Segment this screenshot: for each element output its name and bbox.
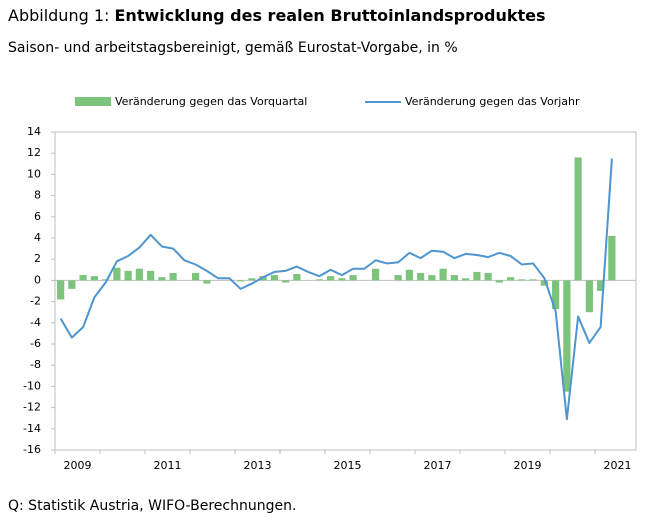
bar — [518, 279, 526, 281]
bar — [102, 279, 110, 281]
bar — [372, 268, 380, 281]
bar — [540, 280, 548, 286]
chart-title-group: Abbildung 1: Entwicklung des realen Brut… — [8, 6, 546, 25]
y-tick-label: 14 — [27, 125, 41, 138]
bar — [585, 280, 593, 313]
bar — [57, 280, 65, 300]
bar — [574, 157, 582, 281]
x-tick-label: 2021 — [604, 459, 632, 472]
y-tick-label: 12 — [27, 146, 41, 159]
bar — [405, 269, 413, 281]
x-tick-label: 2009 — [64, 459, 92, 472]
bar — [428, 275, 436, 281]
bar — [552, 280, 560, 310]
y-tick-label: 6 — [34, 210, 41, 223]
legend-label: Veränderung gegen das Vorquartal — [115, 95, 307, 108]
bar — [124, 270, 132, 281]
y-tick-label: 8 — [34, 189, 41, 202]
x-tick-label: 2013 — [244, 459, 272, 472]
x-tick-label: 2019 — [514, 459, 542, 472]
bar — [563, 280, 571, 392]
bar — [394, 275, 402, 281]
bar — [147, 270, 155, 281]
bar — [484, 272, 492, 281]
y-tick-label: -16 — [23, 443, 41, 456]
x-tick-label: 2011 — [154, 459, 182, 472]
bar — [450, 275, 458, 281]
bar — [338, 278, 346, 281]
bar — [169, 272, 177, 281]
line — [59, 158, 613, 421]
source-note: Q: Statistik Austria, WIFO-Berechnungen. — [8, 498, 296, 514]
bar — [293, 274, 301, 281]
figure-label: Abbildung 1: — [8, 6, 109, 25]
y-tick-label: 4 — [34, 231, 41, 244]
y-tick-label: -6 — [30, 337, 41, 350]
bar — [462, 278, 470, 281]
bar — [248, 278, 256, 281]
chart-title: Entwicklung des realen Bruttoinlandsprod… — [115, 6, 546, 25]
y-tick-label: -10 — [23, 379, 41, 392]
y-tick-label: -2 — [30, 295, 41, 308]
bar — [79, 275, 87, 281]
y-tick-label: 2 — [34, 252, 41, 265]
y-tick-label: 0 — [34, 273, 41, 286]
chart-subtitle: Saison- und arbeitstagsbereinigt, gemäß … — [8, 40, 458, 56]
bar — [158, 277, 166, 281]
bar — [270, 275, 278, 281]
y-tick-label: -8 — [30, 358, 41, 371]
x-tick-label: 2017 — [424, 459, 452, 472]
bar — [327, 276, 335, 281]
y-tick-label: 10 — [27, 167, 41, 180]
y-tick-label: -14 — [23, 422, 41, 435]
bar — [203, 280, 211, 284]
bar — [68, 280, 76, 289]
y-tick-label: -4 — [30, 316, 41, 329]
bar — [349, 275, 357, 281]
bar — [135, 268, 143, 281]
bar — [495, 280, 503, 283]
bar — [315, 279, 323, 281]
legend-label: Veränderung gegen das Vorjahr — [405, 95, 580, 108]
bar — [439, 268, 447, 281]
bar — [192, 272, 200, 281]
bar — [417, 272, 425, 281]
bar — [113, 267, 121, 281]
bar — [529, 279, 537, 281]
bar — [282, 280, 290, 283]
bar — [507, 277, 515, 281]
y-tick-label: -12 — [23, 401, 41, 414]
bar — [473, 271, 481, 281]
bar — [597, 280, 605, 291]
bar — [608, 235, 616, 281]
bar — [237, 280, 245, 282]
bar — [90, 276, 98, 281]
plot-frame — [54, 131, 637, 451]
x-tick-label: 2015 — [334, 459, 362, 472]
legend-swatch — [75, 97, 111, 106]
